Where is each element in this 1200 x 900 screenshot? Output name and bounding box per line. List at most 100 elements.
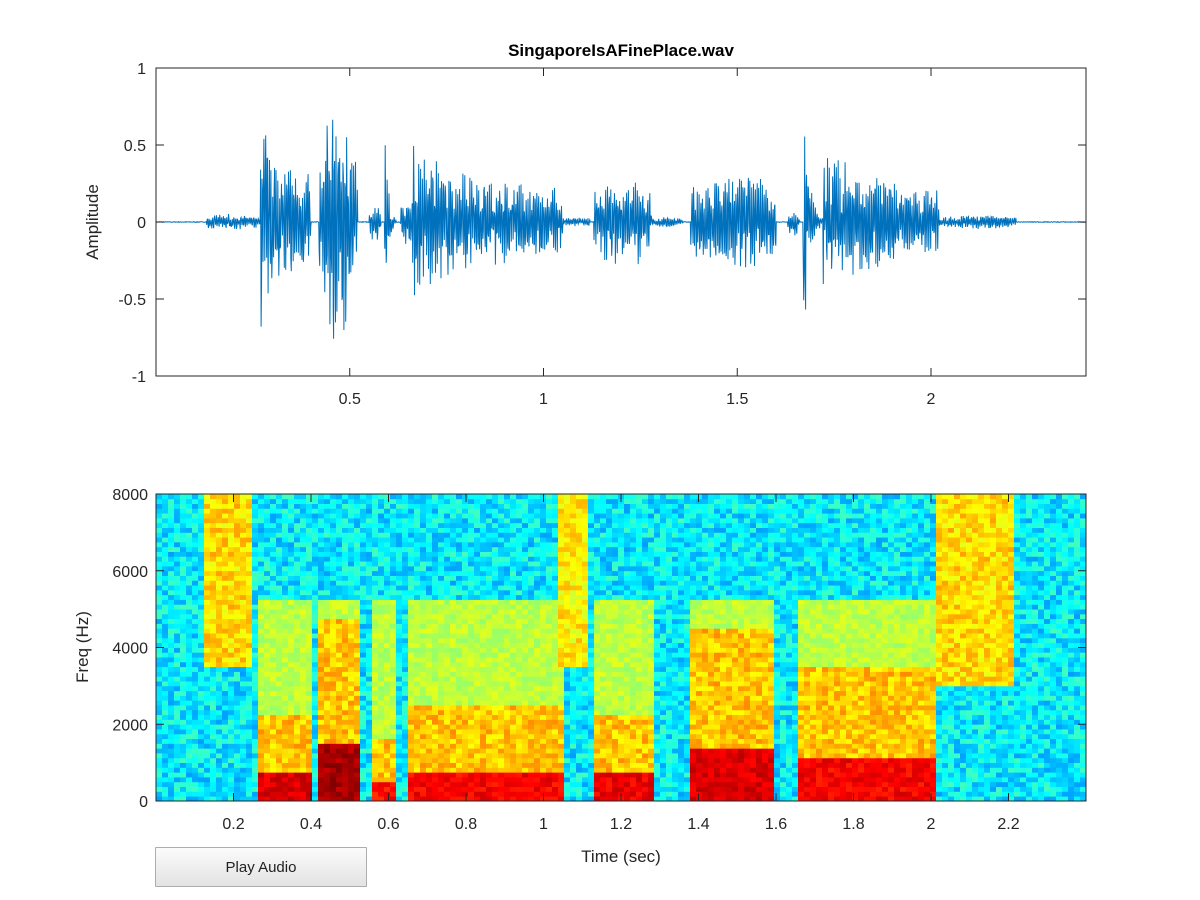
spectrogram-cell <box>174 508 181 514</box>
spectrogram-cell <box>402 494 409 500</box>
spectrogram-cell <box>282 508 289 514</box>
spectrogram-cell <box>498 637 505 644</box>
spectrogram-cell <box>534 623 541 629</box>
spectrogram-cell <box>162 647 169 653</box>
spectrogram-cell <box>522 522 529 528</box>
spectrogram-cell <box>306 594 313 600</box>
spectrogram-cell <box>390 594 397 600</box>
spectrogram-cell <box>402 585 409 591</box>
spectrogram-cell <box>480 613 487 620</box>
spectrogram-cell <box>396 494 403 500</box>
spectrogram-cell <box>264 589 271 596</box>
spectrogram-cell <box>228 724 235 730</box>
spectrogram-cell <box>564 719 571 725</box>
spectrogram-cell <box>570 556 577 562</box>
spectrogram-cell <box>576 652 583 658</box>
spectrogram-cell <box>234 589 241 596</box>
spectrogram-cell <box>306 585 313 591</box>
spectrogram-cell <box>324 570 331 576</box>
spectrogram-cell <box>294 585 301 591</box>
spectrogram-cell <box>570 618 577 624</box>
spectrogram-cell <box>336 709 343 716</box>
spectrogram-cell <box>252 762 259 768</box>
spectrogram-cell <box>162 556 169 562</box>
spectrogram-cell <box>516 666 523 672</box>
spectrogram-cell <box>252 580 259 586</box>
spectrogram-cell <box>162 695 169 701</box>
spectrogram-cell <box>342 551 349 557</box>
spectrogram-cell <box>492 604 499 610</box>
spectrogram-cell <box>396 709 403 716</box>
spectrogram-cell <box>276 666 283 672</box>
spectrogram-cell <box>252 633 259 639</box>
spectrogram-cell <box>264 681 271 687</box>
spectrogram-cell <box>162 772 169 778</box>
spectrogram-cell <box>432 494 439 500</box>
spectrogram-cell <box>576 738 583 744</box>
spectrogram-cell <box>216 633 223 639</box>
spectrogram-cell <box>246 633 253 639</box>
spectrogram-cell <box>264 705 271 711</box>
spectrogram-cell <box>264 561 271 567</box>
spectrogram-cell <box>564 762 571 768</box>
spectrogram-cell <box>348 753 355 759</box>
spectrogram-cell <box>516 498 523 504</box>
spectrogram-cell <box>444 719 451 725</box>
spectrogram-cell <box>390 647 397 653</box>
spectrogram-cell <box>510 537 517 543</box>
spectrogram-cell <box>558 513 565 519</box>
spectrogram-cell <box>510 709 517 716</box>
spectrogram-cell <box>492 532 499 538</box>
spectrogram-cell <box>522 613 529 620</box>
spectrogram-cell <box>288 652 295 658</box>
spectrogram-cell <box>300 777 307 783</box>
spectrogram-cell <box>246 508 253 514</box>
spectrogram-cell <box>198 527 205 533</box>
spectrogram-cell <box>606 575 613 581</box>
spectrogram-cell <box>522 589 529 596</box>
spectrogram-cell <box>186 570 193 576</box>
spectrogram-cell <box>576 623 583 629</box>
spectrogram-cell <box>198 618 205 624</box>
spectrogram-cell <box>420 652 427 658</box>
spectrogram-cell <box>198 714 205 720</box>
spectrogram-cell <box>288 772 295 778</box>
spectrogram-cell <box>372 498 379 504</box>
spectrogram-cell <box>588 781 595 788</box>
spectrogram-cell <box>540 580 547 586</box>
spectrogram-cell <box>276 618 283 624</box>
spectrogram-cell <box>372 532 379 538</box>
spectrogram-cell <box>600 532 607 538</box>
spectrogram-cell <box>366 743 373 749</box>
spectrogram-cell <box>462 695 469 701</box>
spectrogram-cell <box>582 796 589 802</box>
spectrogram-cell <box>528 623 535 629</box>
spectrogram-cell <box>198 647 205 653</box>
spectrogram-cell <box>258 604 265 610</box>
spectrogram-cell <box>480 695 487 701</box>
spectrogram-cell <box>192 661 199 668</box>
spectrogram-cell <box>516 738 523 744</box>
spectrogram-cell <box>234 719 241 725</box>
spectrogram-cell <box>384 527 391 533</box>
spectrogram-cell <box>498 661 505 668</box>
spectrogram-cell <box>540 609 547 615</box>
spectrogram-cell <box>270 585 277 591</box>
spectrogram-cell <box>522 633 529 639</box>
spectrogram-cell <box>174 661 181 668</box>
spectrogram-cell <box>522 498 529 504</box>
spectrogram-cell <box>192 580 199 586</box>
spectrogram-cell <box>486 589 493 596</box>
spectrogram-cell <box>414 724 421 730</box>
spectrogram-cell <box>300 647 307 653</box>
spectrogram-cell <box>282 733 289 740</box>
spectrogram-cell <box>162 570 169 576</box>
spectrogram-cell <box>522 508 529 514</box>
waveform-title: SingaporeIsAFinePlace.wav <box>508 41 734 60</box>
spectrogram-cell <box>576 748 583 754</box>
spectrogram-cell <box>582 652 589 658</box>
spectrogram-cell <box>486 791 493 797</box>
spectrogram-cell <box>480 709 487 716</box>
spectrogram-cell <box>414 541 421 548</box>
spectrogram-cell <box>510 714 517 720</box>
